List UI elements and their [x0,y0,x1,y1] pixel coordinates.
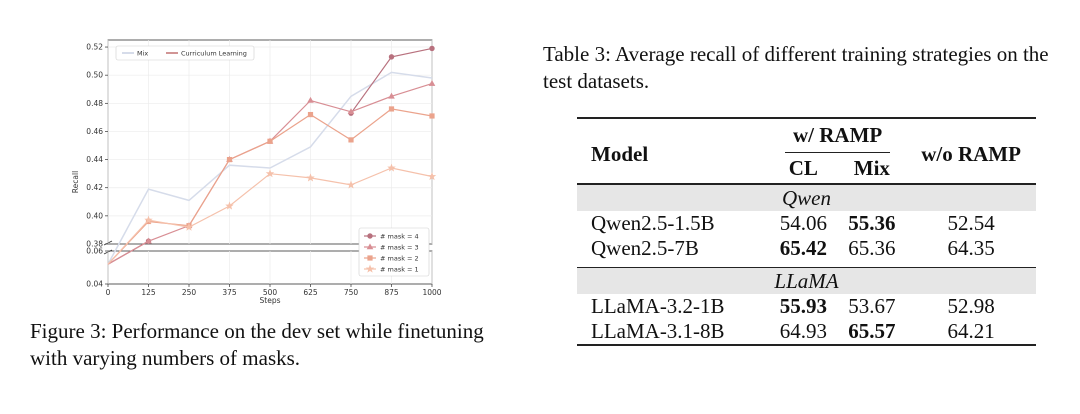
header-with-ramp-label: w/ RAMP [785,123,891,153]
data-point [388,54,395,60]
legend-label: Curriculum Learning [181,50,247,58]
data-point [307,111,314,118]
without-ramp-cell: 64.35 [947,236,995,260]
data-point [367,233,373,239]
data-point [427,172,437,181]
header-cl: CL [788,155,818,180]
model-cell: LLaMA-3.1-8B [591,319,725,343]
header-without-ramp: w/o RAMP [921,141,1021,166]
mix-cell: 65.57 [848,319,896,343]
mix-cell: 65.36 [848,236,896,260]
data-point [145,237,152,244]
data-point [365,264,375,273]
table-header-row-1: Model w/ RAMP w/o RAMP [577,118,1036,166]
y-axis-label: Recall [71,171,80,193]
x-tick-label: 875 [384,288,399,297]
x-tick-label: 1000 [422,288,441,297]
group-row-llama: LLaMA [577,267,1036,294]
x-tick-label: 250 [182,288,197,297]
table-body: Qwen Qwen2.5-1.5B 54.06 55.36 52.54 Qwen2.5-7… [577,183,1036,345]
data-point [307,96,314,103]
table-row: LLaMA-3.2-1B 55.93 53.67 52.98 [577,294,1036,319]
header-mix: Mix [853,155,890,180]
y-tick-label: 0.06 [86,247,103,256]
legend-top-box [115,45,255,61]
recall-line-chart: 0 125 250 375 500 625 750 875 1000 0.38 0.40 0.42 0.… [20,18,500,308]
chart-svg: 0 125 250 375 500 625 750 875 1000 0.38 0.40 0.42 0.… [71,39,442,305]
data-point [347,108,355,115]
data-point [226,156,233,163]
y-tick-label: 0.04 [86,280,103,289]
legend-label: # mask = 3 [380,244,419,252]
x-axis-label: Steps [260,296,281,305]
model-cell: Qwen2.5-7B [591,236,699,260]
data-point [144,215,153,224]
model-cell: LLaMA-3.2-1B [591,294,725,318]
data-point [429,113,435,119]
legend-label: Mix [137,50,148,58]
table-row: Qwen2.5-1.5B 54.06 55.36 52.54 [577,211,1036,236]
group-row-qwen: Qwen [577,183,1036,211]
x-tick-label: 750 [344,288,359,297]
table-header-row-2: CL Mix [577,153,1036,184]
without-ramp-cell: 52.98 [947,294,995,318]
series-line-0 [107,71,433,265]
data-point [306,173,315,182]
data-point [265,169,275,178]
x-tick-label: 125 [141,288,156,297]
y-tick-label: 0.46 [86,127,103,136]
mix-cell: 55.36 [848,211,896,235]
y-tick-label: 0.52 [86,43,103,52]
data-point [428,79,436,86]
data-point [388,92,395,99]
cl-cell: 64.93 [779,319,827,343]
group-label: LLaMA [577,267,1036,294]
data-point [346,180,356,189]
data-point [388,106,395,112]
header-with-ramp: w/ RAMP [769,118,906,153]
figure-caption: Figure 3: Performance on the dev set whi… [30,319,484,370]
table-caption: Table 3: Average recall of different tra… [543,42,1049,93]
legend-label: # mask = 2 [380,255,419,263]
cl-cell: 65.42 [779,236,827,260]
data-point [387,163,396,172]
data-point [367,255,373,261]
mix-cell: 53.67 [848,294,896,318]
y-tick-label: 0.44 [86,155,103,164]
data-point [366,243,374,250]
legend-label: # mask = 1 [380,266,419,274]
cl-cell: 55.93 [779,294,827,318]
data-point [348,137,354,143]
results-table: Model w/ RAMP w/o RAMP CL Mix Qwen Qwen2.… [577,117,1036,346]
x-tick-label: 500 [263,288,278,297]
model-cell: Qwen2.5-1.5B [591,211,715,235]
data-point [429,45,435,52]
cl-cell: 54.06 [779,211,827,235]
table-row: LLaMA-3.1-8B 64.93 65.57 64.21 [577,319,1036,345]
y-tick-label: 0.42 [86,183,103,192]
without-ramp-cell: 52.54 [947,211,995,235]
table-row: Qwen2.5-7B 65.42 65.36 64.35 [577,236,1036,268]
x-tick-label: 0 [106,288,111,297]
x-tick-label: 625 [303,288,318,297]
x-tick-label: 375 [222,288,237,297]
legend-label: # mask = 4 [380,233,419,241]
y-tick-label: 0.38 [86,240,103,249]
y-tick-label: 0.48 [86,99,103,108]
data-point [225,201,234,210]
data-point [267,138,273,144]
without-ramp-cell: 64.21 [947,319,995,343]
data-point [184,222,194,231]
y-tick-label: 0.50 [86,71,103,80]
group-label: Qwen [577,183,1036,211]
header-model: Model [591,141,649,166]
legend-bottom-box [358,227,430,277]
y-tick-label: 0.40 [86,211,103,220]
